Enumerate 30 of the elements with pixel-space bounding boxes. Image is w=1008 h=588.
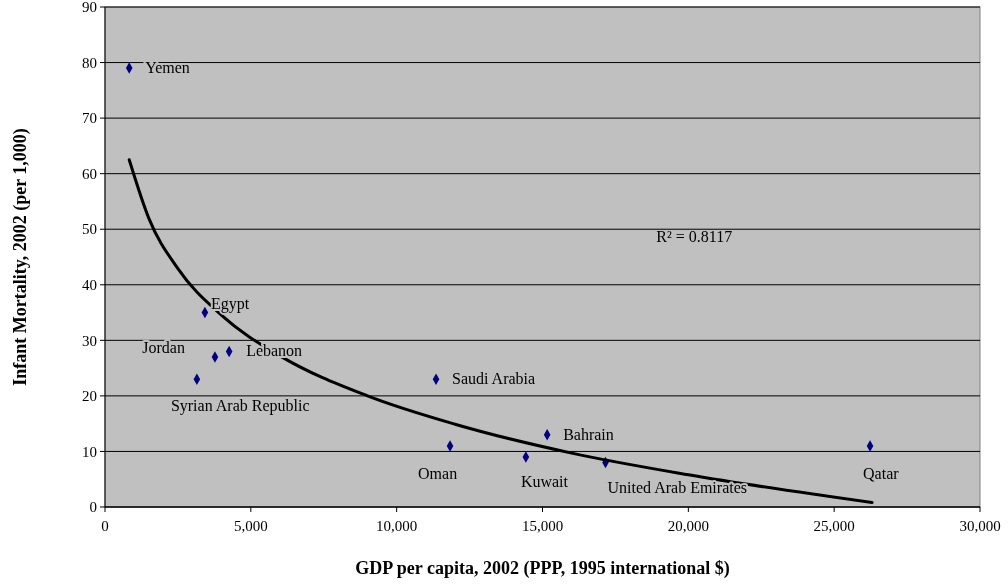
annotation: Saudi Arabia bbox=[452, 370, 536, 388]
y-axis-title: Infant Mortality, 2002 (per 1,000) bbox=[10, 128, 31, 386]
x-tick-label: 30,000 bbox=[959, 518, 1001, 534]
y-tick-label: 20 bbox=[82, 388, 97, 405]
x-tick-label: 0 bbox=[101, 518, 109, 534]
annotation: Qatar bbox=[863, 464, 900, 482]
y-tick-label: 30 bbox=[82, 332, 97, 349]
annotation: Oman bbox=[418, 464, 458, 482]
x-tick-label: 15,000 bbox=[521, 518, 564, 534]
y-tick-label: 70 bbox=[82, 110, 97, 127]
annotation: Egypt bbox=[210, 294, 250, 313]
x-tick-label: 20,000 bbox=[667, 518, 709, 534]
x-tick-label: 5,000 bbox=[233, 518, 268, 534]
annotation: Jordan bbox=[142, 339, 185, 356]
x-tick-label: 10,000 bbox=[376, 518, 418, 534]
y-tick-label: 80 bbox=[82, 54, 97, 71]
y-tick-label: 60 bbox=[82, 165, 97, 182]
y-tick-label: 50 bbox=[82, 221, 97, 238]
annotation: Yemen bbox=[145, 59, 190, 77]
y-tick-label: 90 bbox=[82, 0, 97, 16]
annotation: R² = 0.8117 bbox=[656, 228, 733, 245]
annotation: Syrian Arab Republic bbox=[170, 397, 310, 416]
y-tick-label: 40 bbox=[82, 277, 97, 294]
annotation: United Arab Emirates bbox=[607, 478, 748, 496]
x-axis-title: GDP per capita, 2002 (PPP, 1995 international $) bbox=[355, 558, 730, 579]
x-tick-label: 25,000 bbox=[813, 518, 855, 534]
annotation: Kuwait bbox=[520, 473, 569, 490]
y-tick-label: 0 bbox=[89, 499, 97, 516]
y-tick-label: 10 bbox=[82, 443, 97, 460]
annotation: Bahrain bbox=[563, 425, 614, 443]
